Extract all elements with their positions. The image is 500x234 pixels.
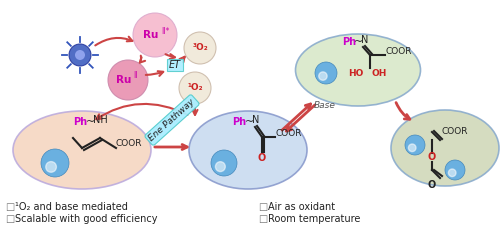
Circle shape: [211, 150, 237, 176]
Text: ~: ~: [86, 117, 95, 127]
Text: ~: ~: [354, 37, 363, 47]
Text: NH: NH: [93, 115, 108, 125]
Circle shape: [133, 13, 177, 57]
Text: ET: ET: [169, 60, 181, 70]
Circle shape: [318, 72, 327, 80]
Text: □: □: [258, 214, 267, 224]
Circle shape: [46, 162, 56, 172]
Text: □: □: [258, 202, 267, 212]
Text: OH: OH: [371, 69, 386, 78]
Text: □: □: [5, 214, 14, 224]
Circle shape: [315, 62, 337, 84]
Text: Ru: Ru: [116, 75, 132, 85]
Text: ¹O₂: ¹O₂: [187, 84, 203, 92]
Text: N: N: [252, 115, 260, 125]
Circle shape: [408, 144, 416, 152]
Text: □: □: [5, 202, 14, 212]
Text: Ene Pathway: Ene Pathway: [148, 97, 196, 143]
Text: COOR: COOR: [116, 139, 142, 149]
Circle shape: [216, 162, 226, 172]
Text: Ru: Ru: [144, 30, 158, 40]
Text: ¹O₂ and base mediated: ¹O₂ and base mediated: [15, 202, 128, 212]
Text: COOR: COOR: [385, 47, 411, 55]
Ellipse shape: [189, 111, 307, 189]
Text: II: II: [133, 72, 138, 80]
Circle shape: [108, 60, 148, 100]
Text: Base: Base: [314, 100, 336, 110]
Text: O: O: [428, 180, 436, 190]
Text: Ph: Ph: [342, 37, 356, 47]
Text: N: N: [361, 35, 368, 45]
Circle shape: [445, 160, 465, 180]
Text: Scalable with good efficiency: Scalable with good efficiency: [15, 214, 158, 224]
Text: O: O: [428, 152, 436, 162]
Text: Air as oxidant: Air as oxidant: [268, 202, 335, 212]
Text: Ph: Ph: [73, 117, 87, 127]
Text: ~: ~: [245, 117, 254, 127]
Circle shape: [69, 44, 91, 66]
Text: COOR: COOR: [275, 128, 301, 138]
Text: II*: II*: [161, 26, 170, 36]
Circle shape: [179, 72, 211, 104]
Ellipse shape: [296, 34, 420, 106]
Text: ³O₂: ³O₂: [192, 44, 208, 52]
Circle shape: [405, 135, 425, 155]
Text: O: O: [258, 153, 266, 163]
Text: Room temperature: Room temperature: [268, 214, 360, 224]
Circle shape: [448, 169, 456, 177]
Text: COOR: COOR: [442, 128, 468, 136]
Circle shape: [75, 50, 85, 60]
Circle shape: [184, 32, 216, 64]
Text: HO: HO: [348, 69, 364, 78]
Circle shape: [41, 149, 69, 177]
Ellipse shape: [391, 110, 499, 186]
Ellipse shape: [13, 111, 151, 189]
Text: Ph: Ph: [232, 117, 246, 127]
